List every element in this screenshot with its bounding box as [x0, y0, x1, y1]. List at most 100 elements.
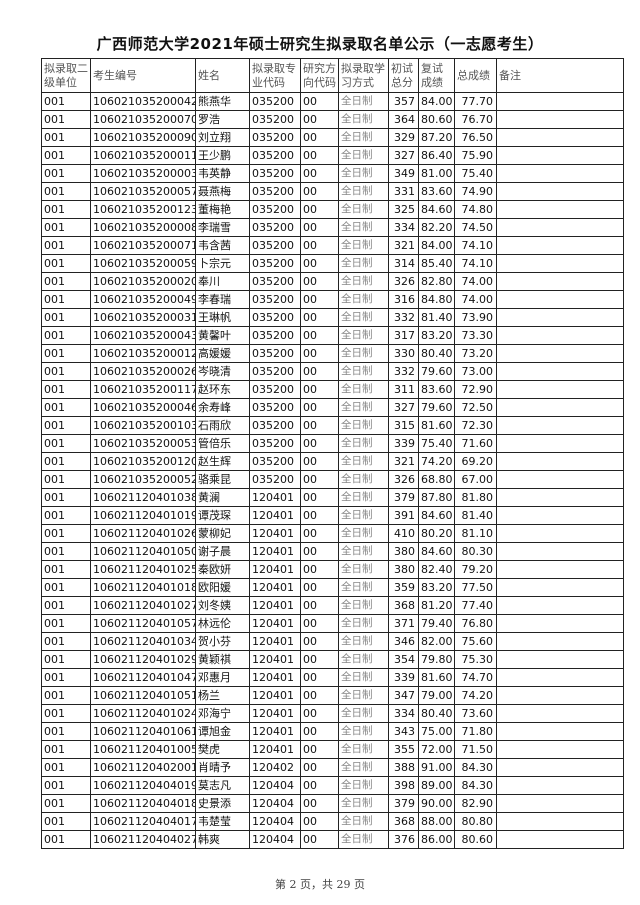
- cell-unit: 001: [41, 704, 91, 723]
- cell-study-mode: 全日制: [338, 722, 389, 741]
- cell-direction-code: 00: [300, 128, 339, 147]
- cell-candidate-id: 106021120404019: [90, 776, 196, 795]
- cell-study-mode: 全日制: [338, 668, 389, 687]
- cell-total-score: 81.80: [454, 488, 497, 507]
- cell-direction-code: 00: [300, 668, 339, 687]
- cell-direction-code: 00: [300, 290, 339, 309]
- cell-name: 岑晓清: [195, 362, 250, 381]
- cell-unit: 001: [41, 254, 91, 273]
- cell-unit: 001: [41, 290, 91, 309]
- cell-remarks: [496, 668, 624, 687]
- cell-unit: 001: [41, 164, 91, 183]
- cell-candidate-id: 106021035200059: [90, 254, 196, 273]
- cell-name: 骆乘昆: [195, 470, 250, 489]
- cell-study-mode: 全日制: [338, 632, 389, 651]
- cell-study-mode: 全日制: [338, 506, 389, 525]
- cell-total-score: 73.20: [454, 344, 497, 363]
- cell-unit: 001: [41, 308, 91, 327]
- cell-name: 邓海宁: [195, 704, 250, 723]
- cell-retest-score: 79.40: [418, 614, 455, 633]
- cell-major-code: 035200: [249, 236, 301, 255]
- cell-remarks: [496, 344, 624, 363]
- table-row: 001 106021035200053 管倍乐 035200 00 全日制 339 75.40…: [41, 434, 624, 453]
- cell-direction-code: 00: [300, 578, 339, 597]
- cell-unit: 001: [41, 146, 91, 165]
- cell-study-mode: 全日制: [338, 596, 389, 615]
- cell-major-code: 120401: [249, 686, 301, 705]
- cell-name: 刘立翔: [195, 128, 250, 147]
- cell-initial-score: 355: [388, 740, 419, 759]
- cell-retest-score: 80.40: [418, 704, 455, 723]
- cell-major-code: 120401: [249, 614, 301, 633]
- cell-major-code: 120401: [249, 668, 301, 687]
- cell-candidate-id: 106021035200049: [90, 290, 196, 309]
- cell-initial-score: 343: [388, 722, 419, 741]
- cell-retest-score: 89.00: [418, 776, 455, 795]
- cell-remarks: [496, 110, 624, 129]
- table-row: 001 106021035200011 王少鹏 035200 00 全日制 327 86.40…: [41, 146, 624, 165]
- cell-candidate-id: 106021035200011: [90, 146, 196, 165]
- cell-study-mode: 全日制: [338, 542, 389, 561]
- cell-unit: 001: [41, 812, 91, 831]
- cell-initial-score: 368: [388, 596, 419, 615]
- cell-direction-code: 00: [300, 794, 339, 813]
- cell-initial-score: 357: [388, 92, 419, 111]
- cell-study-mode: 全日制: [338, 686, 389, 705]
- cell-name: 聂燕梅: [195, 182, 250, 201]
- cell-candidate-id: 106021035200123: [90, 200, 196, 219]
- page-footer: 第 2 页，共 29 页: [275, 878, 365, 891]
- cell-total-score: 82.90: [454, 794, 497, 813]
- cell-candidate-id: 106021035200043: [90, 326, 196, 345]
- cell-total-score: 76.70: [454, 110, 497, 129]
- cell-initial-score: 332: [388, 308, 419, 327]
- cell-total-score: 72.90: [454, 380, 497, 399]
- cell-remarks: [496, 740, 624, 759]
- cell-total-score: 74.90: [454, 182, 497, 201]
- cell-study-mode: 全日制: [338, 254, 389, 273]
- table-row: 001 106021120404027 韩爽 120404 00 全日制 376 86.00 8…: [41, 830, 624, 849]
- cell-study-mode: 全日制: [338, 398, 389, 417]
- cell-unit: 001: [41, 650, 91, 669]
- cell-name: 樊虎: [195, 740, 250, 759]
- cell-total-score: 76.50: [454, 128, 497, 147]
- cell-retest-score: 75.40: [418, 434, 455, 453]
- cell-direction-code: 00: [300, 182, 339, 201]
- cell-total-score: 74.50: [454, 218, 497, 237]
- cell-total-score: 74.80: [454, 200, 497, 219]
- cell-study-mode: 全日制: [338, 362, 389, 381]
- cell-candidate-id: 106021035200090: [90, 128, 196, 147]
- table-row: 001 106021035200026 岑晓清 035200 00 全日制 332 79.60…: [41, 362, 624, 381]
- cell-initial-score: 376: [388, 830, 419, 849]
- table-row: 001 106021035200012 高媛媛 035200 00 全日制 330 80.40…: [41, 344, 624, 363]
- cell-retest-score: 90.00: [418, 794, 455, 813]
- cell-candidate-id: 106021120401061: [90, 722, 196, 741]
- table-row: 001 106021120401050 谢子晨 120401 00 全日制 380 84.60…: [41, 542, 624, 561]
- cell-study-mode: 全日制: [338, 308, 389, 327]
- cell-retest-score: 81.60: [418, 668, 455, 687]
- cell-major-code: 120401: [249, 650, 301, 669]
- cell-direction-code: 00: [300, 344, 339, 363]
- cell-major-code: 120401: [249, 722, 301, 741]
- cell-total-score: 75.40: [454, 164, 497, 183]
- cell-major-code: 120401: [249, 542, 301, 561]
- cell-unit: 001: [41, 470, 91, 489]
- cell-study-mode: 全日制: [338, 200, 389, 219]
- cell-candidate-id: 106021035200003: [90, 164, 196, 183]
- header-name: 姓名: [195, 58, 250, 93]
- cell-unit: 001: [41, 740, 91, 759]
- cell-retest-score: 79.00: [418, 686, 455, 705]
- cell-name: 韦楚莹: [195, 812, 250, 831]
- cell-major-code: 035200: [249, 452, 301, 471]
- cell-remarks: [496, 632, 624, 651]
- cell-initial-score: 329: [388, 128, 419, 147]
- cell-retest-score: 82.20: [418, 218, 455, 237]
- table-row: 001 106021035200071 韦含茜 035200 00 全日制 321 84.00…: [41, 236, 624, 255]
- cell-direction-code: 00: [300, 434, 339, 453]
- cell-study-mode: 全日制: [338, 830, 389, 849]
- cell-candidate-id: 106021035200071: [90, 236, 196, 255]
- cell-name: 林远伦: [195, 614, 250, 633]
- cell-retest-score: 86.40: [418, 146, 455, 165]
- cell-candidate-id: 106021035200103: [90, 416, 196, 435]
- cell-study-mode: 全日制: [338, 434, 389, 453]
- cell-candidate-id: 106021120404018: [90, 794, 196, 813]
